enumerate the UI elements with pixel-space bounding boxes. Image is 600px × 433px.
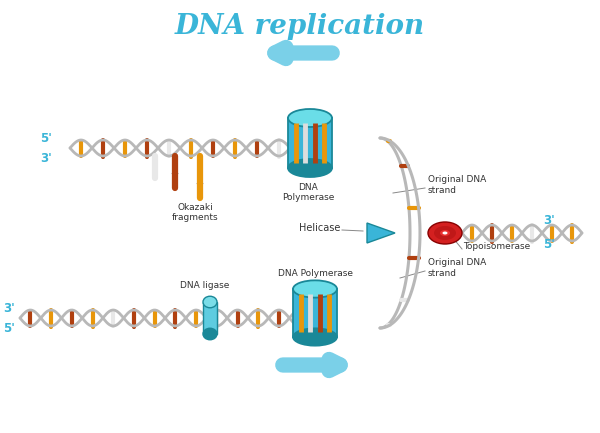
Text: DNA
Polymerase: DNA Polymerase: [282, 183, 334, 202]
Text: 3': 3': [543, 214, 555, 227]
Ellipse shape: [288, 159, 332, 177]
Text: DNA ligase: DNA ligase: [181, 281, 230, 290]
Text: 3': 3': [40, 152, 52, 165]
FancyBboxPatch shape: [288, 118, 332, 168]
Text: 5': 5': [40, 132, 52, 145]
FancyBboxPatch shape: [293, 289, 337, 337]
Ellipse shape: [293, 328, 337, 346]
FancyBboxPatch shape: [203, 302, 217, 334]
Text: Okazaki
fragments: Okazaki fragments: [172, 203, 218, 223]
Ellipse shape: [288, 109, 332, 127]
Ellipse shape: [440, 230, 450, 236]
Ellipse shape: [203, 328, 217, 340]
Text: Topoisomerase: Topoisomerase: [463, 242, 530, 251]
Text: Original DNA
strand: Original DNA strand: [428, 259, 486, 278]
Polygon shape: [367, 223, 395, 243]
Text: DNA replication: DNA replication: [175, 13, 425, 40]
Ellipse shape: [428, 222, 462, 244]
Text: DNA Polymerase: DNA Polymerase: [277, 269, 353, 278]
Text: 5': 5': [3, 321, 15, 335]
Text: 5': 5': [543, 239, 555, 252]
Text: 3': 3': [3, 301, 15, 314]
Ellipse shape: [293, 280, 337, 297]
Ellipse shape: [434, 226, 456, 240]
Text: Original DNA
strand: Original DNA strand: [428, 175, 486, 195]
Ellipse shape: [443, 232, 448, 235]
Text: Helicase: Helicase: [299, 223, 340, 233]
Ellipse shape: [203, 296, 217, 308]
